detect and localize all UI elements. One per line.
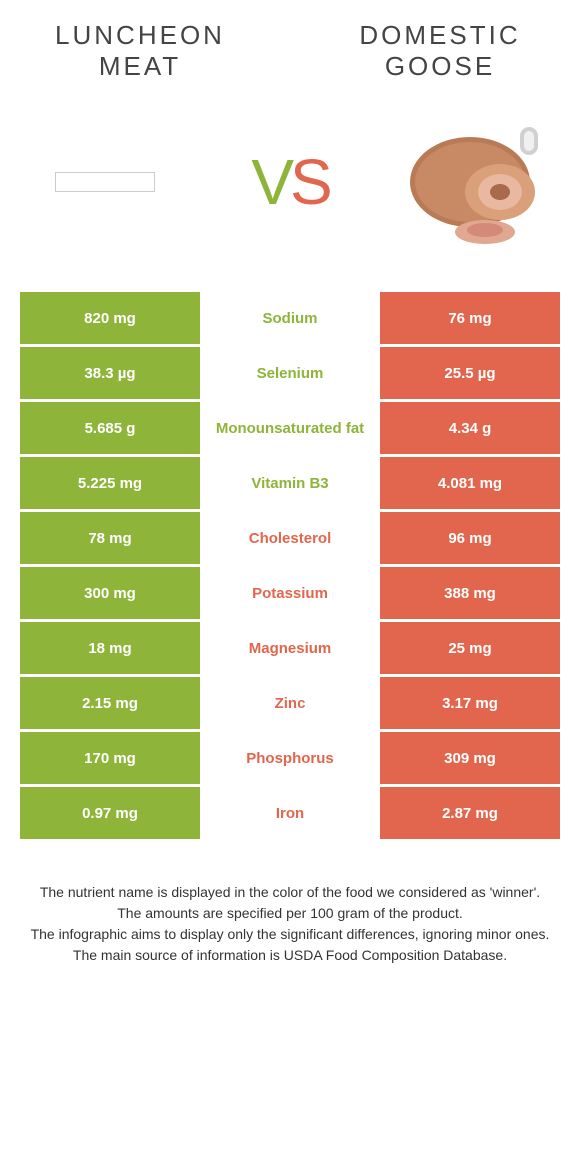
nutrient-name: Monounsaturated fat <box>200 402 380 454</box>
footnote-line: The amounts are specified per 100 gram o… <box>30 903 550 924</box>
header: LUNCHEON MEAT DOMESTIC GOOSE <box>0 0 580 92</box>
table-row: 5.225 mgVitamin B34.081 mg <box>20 457 560 509</box>
footnote-line: The nutrient name is displayed in the co… <box>30 882 550 903</box>
right-value: 388 mg <box>380 567 560 619</box>
right-value: 4.34 g <box>380 402 560 454</box>
table-row: 820 mgSodium76 mg <box>20 292 560 344</box>
table-row: 170 mgPhosphorus309 mg <box>20 732 560 784</box>
right-value: 25 mg <box>380 622 560 674</box>
table-row: 5.685 gMonounsaturated fat4.34 g <box>20 402 560 454</box>
left-value: 5.685 g <box>20 402 200 454</box>
left-value: 2.15 mg <box>20 677 200 729</box>
nutrient-name: Zinc <box>200 677 380 729</box>
right-value: 76 mg <box>380 292 560 344</box>
table-row: 38.3 µgSelenium25.5 µg <box>20 347 560 399</box>
table-row: 0.97 mgIron2.87 mg <box>20 787 560 839</box>
table-row: 300 mgPotassium388 mg <box>20 567 560 619</box>
right-value: 2.87 mg <box>380 787 560 839</box>
table-row: 18 mgMagnesium25 mg <box>20 622 560 674</box>
left-value: 38.3 µg <box>20 347 200 399</box>
nutrient-name: Potassium <box>200 567 380 619</box>
vs-v: V <box>251 146 290 218</box>
right-value: 309 mg <box>380 732 560 784</box>
nutrient-name: Vitamin B3 <box>200 457 380 509</box>
left-food-image <box>20 112 190 252</box>
right-value: 25.5 µg <box>380 347 560 399</box>
right-value: 96 mg <box>380 512 560 564</box>
left-food-title: LUNCHEON MEAT <box>40 20 240 82</box>
right-food-title: DOMESTIC GOOSE <box>340 20 540 82</box>
right-food-image <box>390 112 560 252</box>
left-value: 78 mg <box>20 512 200 564</box>
images-row: VS <box>0 92 580 292</box>
left-value: 18 mg <box>20 622 200 674</box>
left-value: 170 mg <box>20 732 200 784</box>
placeholder-icon <box>55 172 155 192</box>
nutrient-name: Magnesium <box>200 622 380 674</box>
nutrient-name: Sodium <box>200 292 380 344</box>
meat-icon <box>390 112 560 252</box>
table-row: 2.15 mgZinc3.17 mg <box>20 677 560 729</box>
table-row: 78 mgCholesterol96 mg <box>20 512 560 564</box>
footnote-line: The main source of information is USDA F… <box>30 945 550 966</box>
left-value: 820 mg <box>20 292 200 344</box>
right-value: 3.17 mg <box>380 677 560 729</box>
vs-s: S <box>290 146 329 218</box>
nutrient-name: Phosphorus <box>200 732 380 784</box>
footnotes: The nutrient name is displayed in the co… <box>0 842 580 986</box>
left-value: 5.225 mg <box>20 457 200 509</box>
nutrient-table: 820 mgSodium76 mg38.3 µgSelenium25.5 µg5… <box>20 292 560 839</box>
vs-label: VS <box>251 145 328 219</box>
footnote-line: The infographic aims to display only the… <box>30 924 550 945</box>
right-value: 4.081 mg <box>380 457 560 509</box>
left-value: 300 mg <box>20 567 200 619</box>
nutrient-name: Iron <box>200 787 380 839</box>
left-value: 0.97 mg <box>20 787 200 839</box>
nutrient-name: Cholesterol <box>200 512 380 564</box>
nutrient-name: Selenium <box>200 347 380 399</box>
